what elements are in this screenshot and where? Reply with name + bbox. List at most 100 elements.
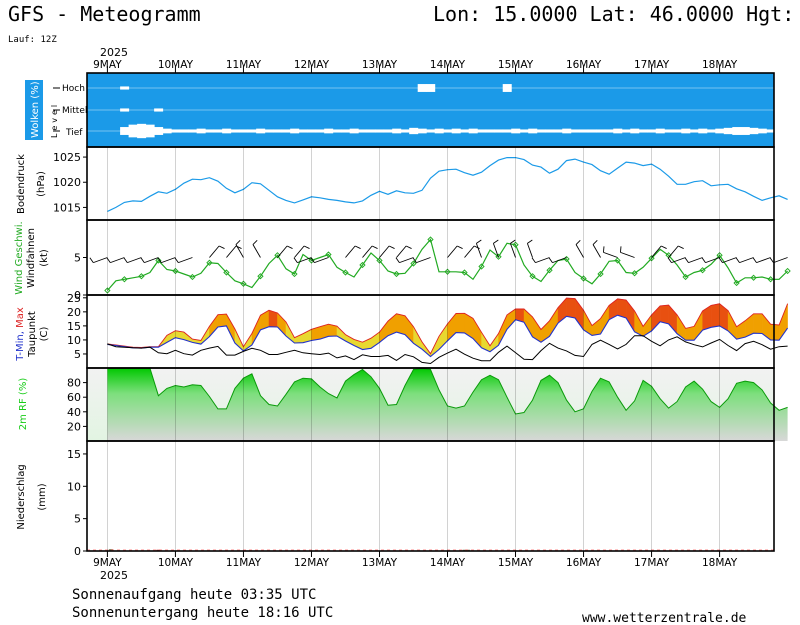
y-tick-label: 10 — [67, 480, 81, 493]
wind-barb — [552, 257, 567, 264]
wind-barb — [297, 257, 312, 264]
wind-barb-feather — [354, 245, 361, 249]
pressure-panel-bg — [87, 147, 774, 220]
wind-barb — [575, 244, 584, 258]
day-label-top: 11MAY — [226, 59, 262, 71]
wind-barb — [603, 251, 618, 258]
humidity-area — [107, 368, 788, 441]
pressure-line — [107, 157, 788, 212]
sunset-label: Sonnenuntergang heute 18:16 UTC — [72, 605, 333, 621]
wind-barb-feather — [218, 245, 225, 249]
wind-barb — [93, 257, 108, 264]
wind-barb-feather — [476, 239, 482, 244]
wind-barb-feather — [371, 245, 378, 249]
wind-barb-feather — [592, 239, 598, 245]
day-label-top: 16MAY — [566, 59, 602, 71]
source-url-link[interactable]: www.wetterzentrale.de — [582, 611, 747, 625]
day-label-bottom: 13MAY — [362, 557, 398, 569]
wind-barb — [651, 245, 662, 258]
wind-barb-feather — [412, 257, 417, 263]
wind-barb-feather — [678, 245, 684, 249]
wind-speed-marker — [359, 261, 366, 269]
y-tick-label: 15 — [67, 448, 81, 461]
wind-barb-feather — [235, 239, 241, 245]
wind-barb-feather — [603, 246, 605, 253]
wind-barb — [535, 257, 550, 264]
wind-barb — [345, 245, 356, 258]
year-label-bottom: 2025 — [100, 569, 128, 582]
day-label-bottom: 17MAY — [634, 557, 670, 569]
wind-speed-marker — [461, 269, 468, 276]
wind-barb — [110, 257, 125, 264]
y-tick-label: 5 — [74, 252, 81, 265]
day-label-top: 10MAY — [158, 59, 194, 71]
y-tick-label: 10 — [67, 334, 81, 347]
tmax-line — [107, 297, 789, 355]
day-label-bottom: 10MAY — [158, 557, 194, 569]
wind-barb — [178, 257, 193, 264]
wind-ylabel2: Windfahnen — [26, 228, 37, 288]
wind-barb-feather — [510, 239, 516, 244]
year-label-top: 2025 — [100, 46, 128, 59]
y-tick-label: 1020 — [53, 176, 81, 189]
cloud-level-high-label: Hoch — [62, 84, 85, 94]
day-label-top: 13MAY — [362, 59, 398, 71]
wind-speed-marker — [784, 267, 791, 275]
tmax-label-part: Max — [15, 307, 26, 328]
wind-barb-feather — [388, 245, 395, 249]
wind-barb-feather — [157, 257, 162, 263]
wind-speed-marker — [648, 255, 655, 262]
cloud-gap-mark — [774, 129, 784, 133]
wind-barb-feather — [575, 239, 581, 245]
wind-speed-marker — [206, 259, 213, 266]
wind-speed-marker — [614, 257, 621, 264]
wind-speed-marker — [104, 287, 111, 294]
wind-speed-marker — [478, 263, 485, 270]
wind-speed-marker — [444, 268, 451, 275]
y-tick-label: 25 — [67, 292, 81, 305]
y-tick-label: 20 — [67, 306, 81, 319]
y-tick-label: 5 — [74, 513, 81, 526]
day-label-top: 17MAY — [634, 59, 670, 71]
pressure-unit: (hPa) — [36, 171, 47, 197]
wind-barb — [464, 245, 475, 258]
wind-speed-marker — [767, 276, 774, 283]
wind-barb — [161, 257, 176, 264]
precip-bar — [108, 549, 113, 551]
dewpoint-ylabel: Taupunkt — [27, 311, 38, 358]
day-label-top: 12MAY — [294, 59, 330, 71]
wind-barb — [688, 257, 703, 264]
wind-speed-marker — [138, 273, 145, 280]
wind-barb-feather — [620, 246, 622, 253]
wind-speed-marker — [240, 280, 247, 287]
wind-speed-marker — [716, 252, 723, 259]
y-tick-label: 1015 — [53, 201, 81, 214]
y-tick-label: 20 — [67, 420, 81, 433]
wind-barb-feather — [752, 257, 757, 263]
wind-speed-marker — [580, 275, 587, 282]
wind-barb — [668, 245, 679, 258]
wind-speed-marker — [699, 267, 706, 274]
wind-barb — [127, 257, 142, 264]
wind-barb — [705, 257, 720, 264]
wind-barb — [671, 257, 686, 264]
temperature-band — [455, 313, 465, 334]
wind-barb — [379, 245, 390, 258]
wind-barb-feather — [293, 257, 298, 263]
wind-barb — [362, 245, 373, 258]
tmin-line — [107, 314, 789, 358]
tmin-label-part: T-Min, — [15, 328, 26, 362]
humidity-ylabel: 2m RF (%) — [18, 378, 29, 431]
temperature-band — [396, 313, 406, 335]
wind-barb — [294, 245, 305, 258]
wind-barb-feather — [303, 245, 310, 249]
wind-speed-marker — [172, 267, 179, 275]
wind-speed-marker — [393, 270, 400, 278]
wind-barb-feather — [123, 257, 128, 263]
wind-barb — [509, 243, 516, 258]
pressure-ylabel: Bodendruck — [16, 154, 27, 214]
wind-speed-marker — [546, 267, 553, 274]
temperature-ylabel: T-Min, Max — [15, 307, 26, 362]
day-label-bottom: 11MAY — [226, 557, 262, 569]
y-tick-label: 0 — [74, 545, 81, 558]
